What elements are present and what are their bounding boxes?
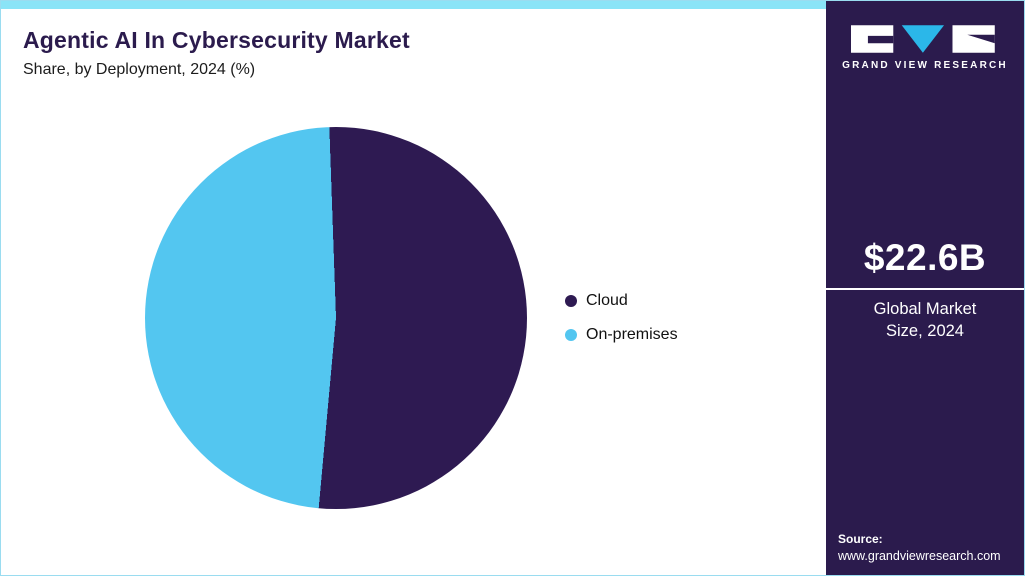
legend: Cloud On-premises: [565, 292, 678, 344]
pie-chart: [145, 127, 527, 509]
legend-item-on-premises: On-premises: [565, 326, 678, 344]
sidebar: GRAND VIEW RESEARCH $22.6B Global Market…: [826, 1, 1024, 575]
legend-label-cloud: Cloud: [586, 292, 628, 309]
market-size-label: Global Market Size, 2024: [873, 300, 977, 341]
market-size-value: $22.6B: [863, 237, 987, 278]
chart-panel: Agentic AI In Cybersecurity Market Share…: [1, 1, 826, 575]
logo-wordmark: GRAND VIEW RESEARCH: [842, 60, 1008, 71]
legend-swatch-cloud: [565, 295, 577, 307]
source-url[interactable]: www.grandviewresearch.com: [838, 549, 1001, 563]
grand-view-research-logo: [851, 25, 995, 53]
market-size-block: $22.6B Global Market Size, 2024: [826, 237, 1024, 343]
top-accent-bar: [1, 1, 826, 9]
legend-label-on-premises: On-premises: [586, 326, 678, 343]
chart-header: Agentic AI In Cybersecurity Market Share…: [1, 9, 826, 79]
source-block: Source: www.grandviewresearch.com: [838, 532, 1001, 563]
legend-item-cloud: Cloud: [565, 292, 678, 310]
page-title: Agentic AI In Cybersecurity Market: [23, 27, 410, 53]
legend-swatch-on-premises: [565, 329, 577, 341]
chart-area: Cloud On-premises: [1, 127, 826, 509]
source-label: Source:: [838, 532, 883, 546]
divider-line: [826, 288, 1024, 290]
page-subtitle: Share, by Deployment, 2024 (%): [23, 61, 256, 78]
